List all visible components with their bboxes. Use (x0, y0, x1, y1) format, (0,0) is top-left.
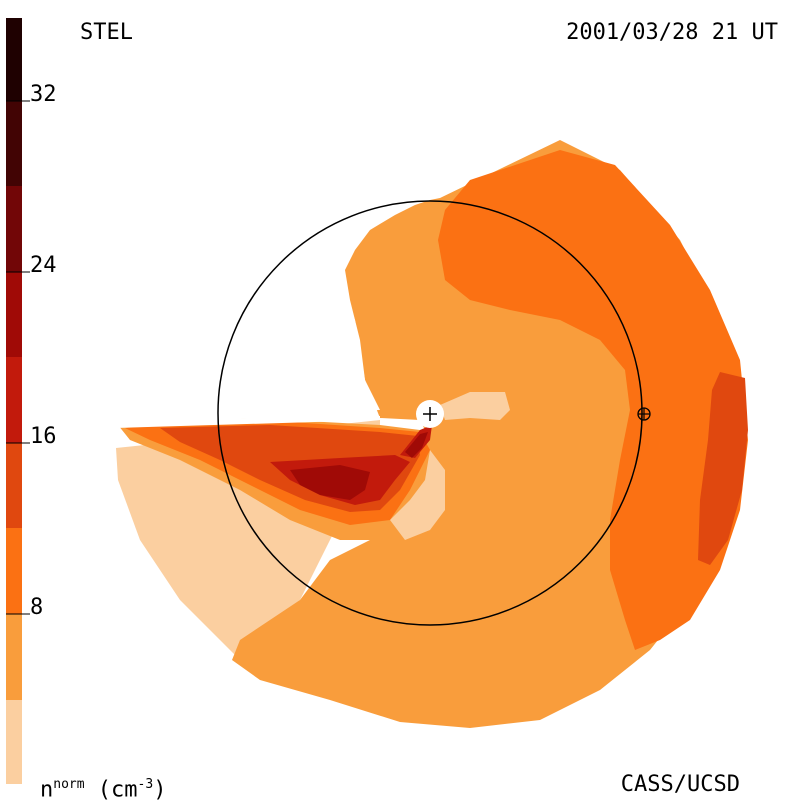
density-disc (116, 140, 748, 728)
colorbar-band-0 (6, 700, 22, 784)
colorbar-tick-label-8: 8 (30, 595, 44, 620)
unit-text: (cm (84, 777, 138, 802)
colorbar-unit-label: nnorm (cm-3) (40, 774, 166, 801)
colorbar-band-3 (6, 443, 22, 528)
earth-orbit (217, 200, 643, 626)
density-region-higher-right (698, 372, 748, 565)
colorbar-band-6 (6, 186, 22, 272)
colorbar-tick-label-16: 16 (30, 424, 57, 449)
colorbar-band-4 (6, 357, 22, 443)
colorbar-tick-label-32: 32 (30, 82, 57, 107)
density-region-light-east (440, 392, 510, 420)
model-label: STEL (80, 20, 133, 45)
colorbar-tick-label-24: 24 (30, 253, 57, 278)
colorbar-band-5 (6, 272, 22, 357)
colorbar-band-8 (6, 18, 22, 101)
colorbar-band-7 (6, 101, 22, 186)
unit-superscript: norm (53, 777, 85, 792)
unit-exponent: -3 (137, 777, 154, 792)
density-wedge-line (116, 416, 380, 428)
credit-label: CASS/UCSD (620, 772, 740, 797)
timestamp: 2001/03/28 21 UT (566, 20, 778, 45)
colorbar-band-1 (6, 614, 22, 700)
unit-close: ) (153, 777, 167, 802)
colorbar-band-2 (6, 528, 22, 614)
density-region-sun-jet-core (405, 432, 428, 458)
sun-marker (416, 400, 444, 428)
density-gap (116, 200, 380, 420)
colorbar (6, 18, 30, 784)
unit-base: n (40, 777, 54, 802)
density-region-high (438, 150, 748, 650)
density-region-light-south (390, 450, 445, 540)
earth-marker (637, 407, 651, 421)
density-region-cme-core (290, 465, 370, 500)
